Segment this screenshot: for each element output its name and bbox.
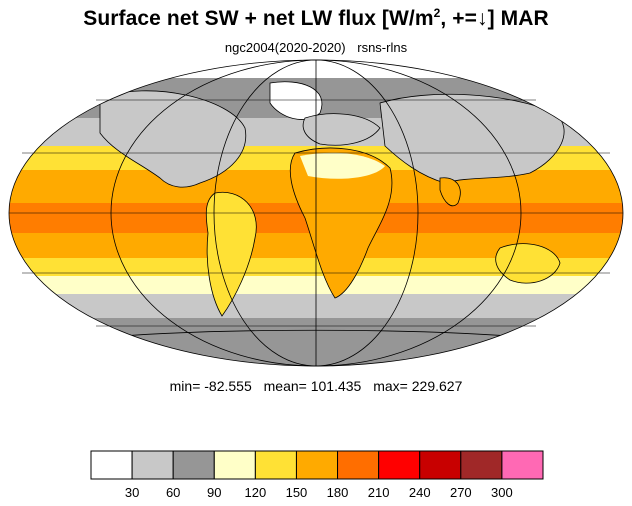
south-america bbox=[205, 191, 257, 317]
plot-title: Surface net SW + net LW flux [W/m2, +=↓]… bbox=[83, 6, 549, 30]
colorbar-tick-label: 240 bbox=[408, 485, 431, 500]
colorbar-swatch-5 bbox=[295, 450, 339, 480]
stat-min: min= -82.555 bbox=[169, 378, 252, 394]
antarctica bbox=[28, 329, 602, 366]
plot-subtitle: ngc2004(2020-2020) rsns-rlns bbox=[0, 40, 632, 55]
colorbar-tick-label: 60 bbox=[165, 485, 181, 500]
stat-max: max= 229.627 bbox=[373, 378, 463, 394]
colorbar-tick-label: 180 bbox=[326, 485, 349, 500]
colorbar-swatch-9 bbox=[460, 450, 503, 480]
colorbar-swatch-1 bbox=[131, 450, 174, 480]
colorbar-tick-label: 210 bbox=[367, 485, 390, 500]
colorbar-swatch-4 bbox=[254, 450, 297, 480]
europe bbox=[302, 113, 381, 146]
colorbar-tick-label: 90 bbox=[207, 485, 222, 500]
greenland bbox=[269, 81, 323, 120]
india bbox=[439, 177, 461, 207]
colorbar-tick-label: 30 bbox=[124, 485, 140, 500]
colorbar-swatch-2 bbox=[172, 450, 215, 480]
colorbar-swatch-6 bbox=[337, 450, 380, 480]
colorbar-tick-label: 270 bbox=[449, 485, 472, 500]
colorbar-tick-label: 150 bbox=[285, 485, 308, 500]
colorbar-swatch-3 bbox=[213, 450, 256, 480]
model-label: ngc2004(2020-2020) bbox=[224, 40, 346, 55]
colorbar-tick-label: 300 bbox=[491, 485, 513, 500]
colorbar-swatch-7 bbox=[378, 450, 421, 480]
variable-label: rsns-rlns bbox=[357, 40, 408, 55]
north-america bbox=[99, 90, 247, 188]
colorbar bbox=[90, 450, 544, 480]
world-map bbox=[8, 59, 624, 367]
parallels bbox=[9, 99, 623, 327]
colorbar-tick-label: 120 bbox=[244, 485, 267, 500]
statistics-line: min= -82.555 mean= 101.435 max= 229.627 bbox=[0, 378, 632, 394]
colorbar-swatch-8 bbox=[419, 450, 462, 480]
colorbar-swatch-0 bbox=[90, 450, 133, 480]
colorbar-swatch-10 bbox=[501, 450, 544, 480]
asia bbox=[379, 93, 565, 184]
sahara bbox=[300, 152, 385, 179]
stat-mean: mean= 101.435 bbox=[263, 378, 362, 394]
